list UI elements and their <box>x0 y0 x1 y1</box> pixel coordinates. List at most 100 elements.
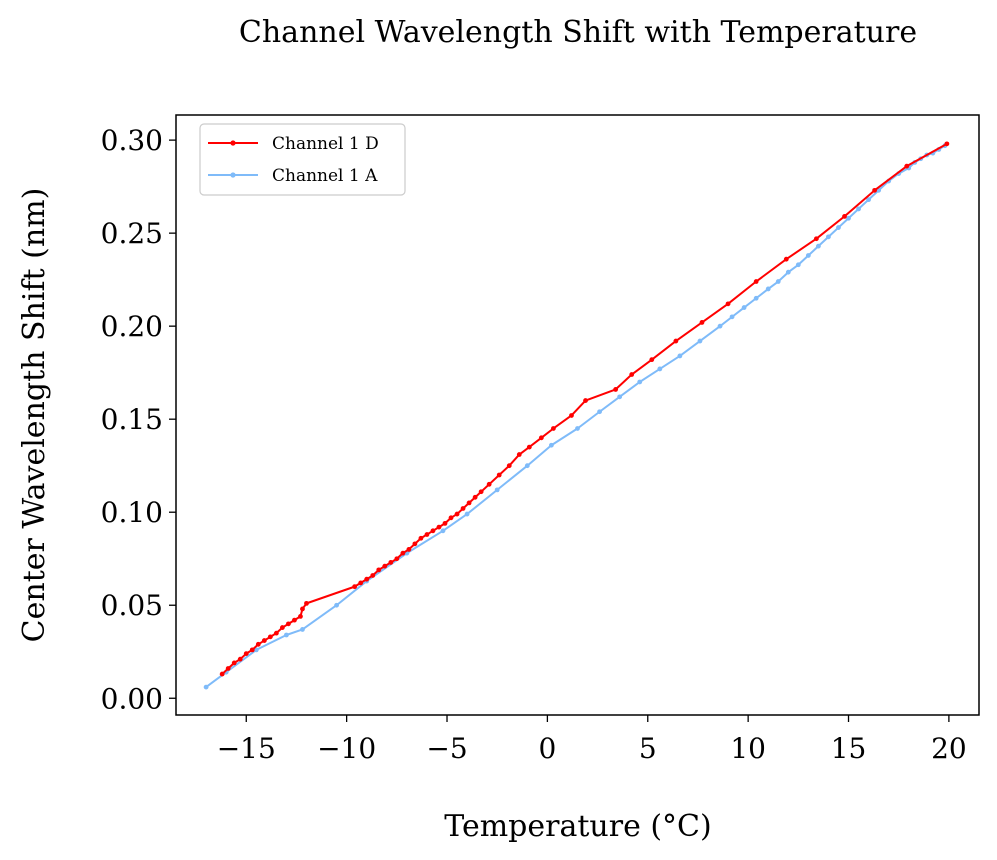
x-tick-label: 0 <box>538 732 556 765</box>
data-point-channel-1-a <box>464 511 470 517</box>
data-point-channel-1-a <box>846 215 851 221</box>
data-point-channel-1-a <box>826 234 831 240</box>
data-point-channel-1-a <box>866 197 871 203</box>
data-point-channel-1-d <box>783 256 789 262</box>
data-point-channel-1-d <box>551 426 556 431</box>
data-point-channel-1-d <box>261 638 267 643</box>
data-point-channel-1-a <box>753 295 759 301</box>
data-point-channel-1-d <box>364 576 370 582</box>
x-tick-label: 20 <box>931 732 967 765</box>
data-point-channel-1-d <box>460 506 466 511</box>
data-point-channel-1-d <box>388 560 394 565</box>
data-point-channel-1-d <box>352 584 358 590</box>
x-tick-label: −15 <box>217 732 276 765</box>
data-point-channel-1-d <box>273 630 279 636</box>
series-line-channel-1-a <box>205 144 946 688</box>
data-point-channel-1-d <box>466 500 472 506</box>
data-point-channel-1-d <box>496 472 502 478</box>
data-point-channel-1-a <box>637 379 643 385</box>
y-tick-label: 0.20 <box>101 310 163 343</box>
data-point-channel-1-d <box>292 617 297 623</box>
y-tick-label: 0.05 <box>101 589 163 622</box>
data-point-channel-1-d <box>418 535 424 541</box>
data-point-channel-1-d <box>753 279 759 284</box>
y-tick-label: 0.00 <box>101 682 163 715</box>
data-point-channel-1-d <box>629 372 635 377</box>
data-point-channel-1-d <box>813 236 819 242</box>
data-point-channel-1-a <box>729 314 735 320</box>
data-point-channel-1-a <box>795 262 801 268</box>
y-tick-label: 0.25 <box>101 217 163 250</box>
data-point-channel-1-d <box>436 524 442 530</box>
data-point-channel-1-a <box>741 305 747 310</box>
data-point-channel-1-d <box>300 606 305 612</box>
axes-frame <box>175 114 980 716</box>
legend-marker-channel-1-a <box>230 172 236 178</box>
x-axis-ticks: −15 −10 −5 0 5 10 15 20 <box>217 715 967 765</box>
x-tick-label: −10 <box>317 732 376 765</box>
data-point-channel-1-d <box>286 621 291 627</box>
legend: Channel 1 D Channel 1 A <box>199 123 406 196</box>
x-tick-label: 5 <box>639 732 657 765</box>
data-point-channel-1-d <box>400 550 406 556</box>
data-point-channel-1-d <box>526 444 532 450</box>
data-point-channel-1-a <box>856 206 861 212</box>
x-tick-label: −5 <box>426 732 467 765</box>
data-point-channel-1-d <box>699 320 705 325</box>
data-point-channel-1-d <box>649 357 655 363</box>
legend-box <box>199 123 406 196</box>
data-point-channel-1-d <box>569 413 574 418</box>
data-point-channel-1-a <box>717 323 723 329</box>
data-point-channel-1-d <box>358 580 364 586</box>
x-tick-label: 10 <box>730 732 766 765</box>
chart-title: Channel Wavelength Shift with Temperatur… <box>239 15 917 50</box>
data-point-channel-1-a <box>300 627 305 632</box>
data-point-channel-1-a <box>765 286 771 292</box>
y-tick-label: 0.30 <box>101 124 163 157</box>
data-point-channel-1-a <box>203 684 209 690</box>
data-point-channel-1-d <box>249 647 255 653</box>
data-point-channel-1-d <box>382 563 388 569</box>
data-point-channel-1-d <box>304 600 309 606</box>
legend-label-channel-1-d: Channel 1 D <box>272 134 379 154</box>
data-point-channel-1-a <box>697 338 703 344</box>
data-point-channel-1-d <box>904 163 910 169</box>
data-point-channel-1-a <box>785 269 791 275</box>
y-tick-label: 0.15 <box>101 403 163 436</box>
data-point-channel-1-a <box>657 366 663 372</box>
data-point-channel-1-d <box>376 567 382 573</box>
data-point-channel-1-d <box>424 532 430 537</box>
data-point-channel-1-a <box>549 442 554 448</box>
data-point-channel-1-d <box>472 494 478 500</box>
data-point-channel-1-a <box>253 647 259 653</box>
x-tick-label: 15 <box>831 732 867 765</box>
data-point-channel-1-a <box>836 225 841 230</box>
data-point-channel-1-a <box>494 487 500 493</box>
data-point-channel-1-d <box>478 489 484 495</box>
data-point-channel-1-d <box>412 541 418 547</box>
y-axis-ticks: 0.00 0.05 0.10 0.15 0.20 0.25 0.30 <box>101 124 176 715</box>
data-point-channel-1-d <box>243 651 249 656</box>
data-point-channel-1-d <box>448 515 454 521</box>
data-point-channel-1-a <box>524 463 530 469</box>
data-point-channel-1-d <box>225 666 231 671</box>
data-point-channel-1-a <box>816 243 821 249</box>
y-tick-label: 0.10 <box>101 496 163 529</box>
data-point-channel-1-d <box>454 511 460 517</box>
data-point-channel-1-d <box>430 528 436 534</box>
legend-label-channel-1-a: Channel 1 A <box>272 166 378 186</box>
data-point-channel-1-d <box>370 573 376 578</box>
data-point-channel-1-a <box>805 253 811 258</box>
data-point-channel-1-d <box>673 338 679 344</box>
data-point-channel-1-d <box>842 214 847 219</box>
data-point-channel-1-d <box>583 398 588 403</box>
data-point-channel-1-d <box>231 660 237 666</box>
data-point-channel-1-d <box>516 452 522 457</box>
data-point-channel-1-d <box>219 671 225 677</box>
data-point-channel-1-a <box>617 394 623 400</box>
data-point-channel-1-d <box>442 520 448 526</box>
data-point-channel-1-a <box>440 528 446 534</box>
y-axis-label: Center Wavelength Shift (nm) <box>17 188 52 643</box>
data-point-channel-1-a <box>597 409 602 415</box>
